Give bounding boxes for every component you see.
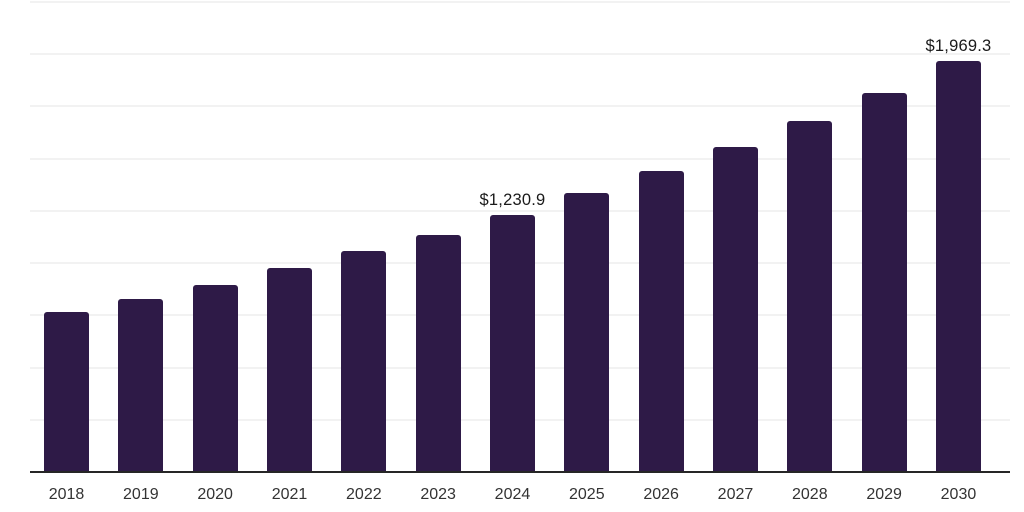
- bar-2023: [415, 235, 461, 472]
- x-tick-label-2029: 2029: [866, 486, 902, 503]
- value-label-2030: $1,969.3: [925, 36, 992, 55]
- value-label-2024: $1,230.9: [479, 190, 546, 209]
- x-tick-label-2022: 2022: [346, 486, 382, 503]
- bar-2021: [266, 268, 312, 472]
- x-tick-label-2024: 2024: [494, 486, 531, 503]
- bar-2022: [341, 251, 387, 472]
- gridline: [30, 53, 1010, 56]
- bar-2028: [787, 121, 833, 472]
- x-tick-label-2023: 2023: [420, 486, 456, 503]
- x-tick-label-2026: 2026: [643, 486, 679, 503]
- x-tick-label-2030: 2030: [940, 486, 977, 503]
- gridline: [30, 157, 1010, 160]
- gridline: [30, 1, 1010, 3]
- gridline: [30, 105, 1010, 108]
- bar-2018: [44, 311, 89, 472]
- bar-2030: [935, 60, 981, 472]
- bar-2026: [638, 170, 684, 472]
- bar-2027: [712, 146, 758, 472]
- bar-2019: [118, 299, 164, 472]
- x-tick-label-2021: 2021: [271, 486, 308, 503]
- x-axis-line: [30, 471, 1010, 473]
- bar-2024: [489, 214, 535, 472]
- x-tick-label-2020: 2020: [197, 486, 233, 503]
- x-tick-label-2018: 2018: [48, 486, 85, 503]
- x-tick-label-2019: 2019: [123, 486, 159, 503]
- bar-2025: [564, 193, 610, 472]
- x-tick-label-2027: 2027: [717, 486, 754, 503]
- x-tick-label-2025: 2025: [569, 486, 605, 503]
- bar-2020: [192, 285, 238, 472]
- bar-2029: [861, 93, 907, 472]
- gridline: [30, 209, 1010, 212]
- x-tick-label-2028: 2028: [792, 486, 828, 503]
